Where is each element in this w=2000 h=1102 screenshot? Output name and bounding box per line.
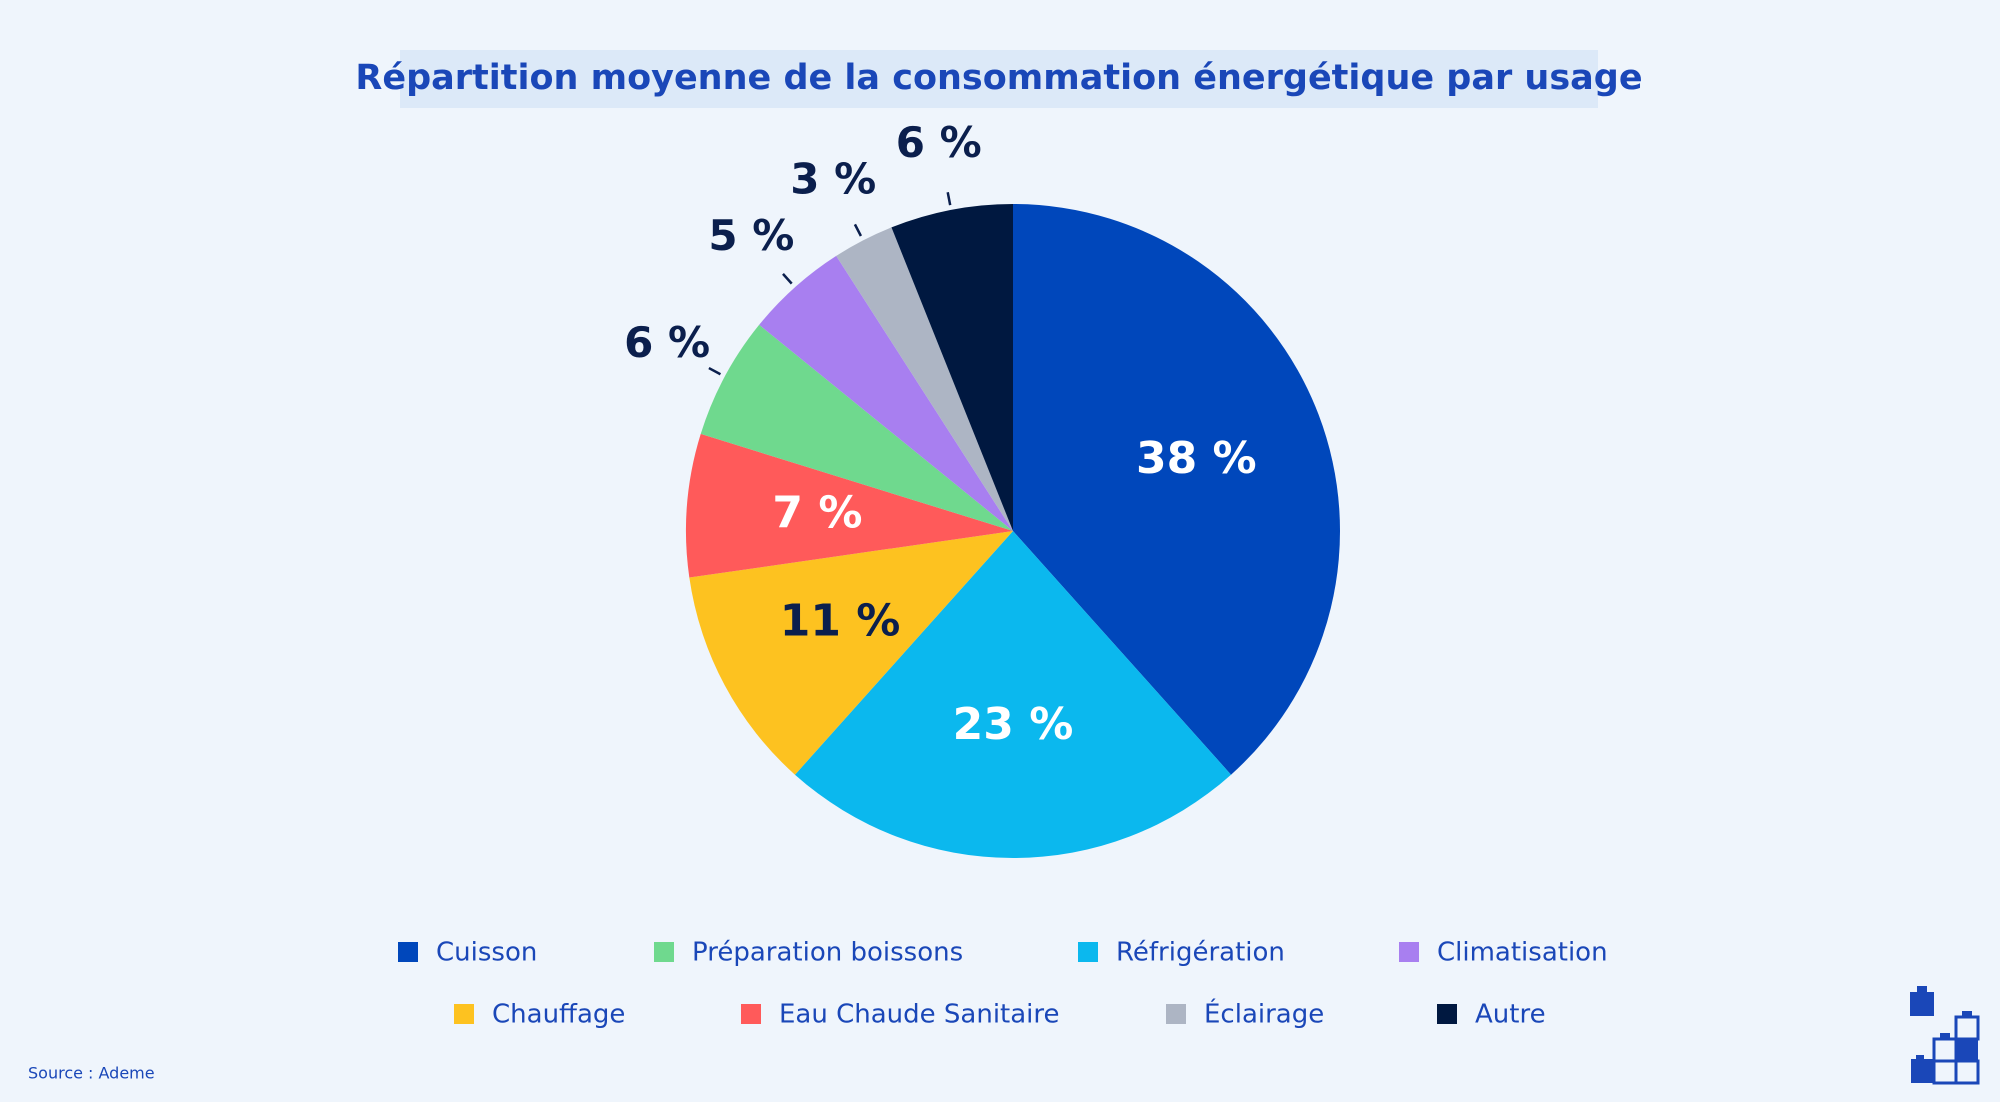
legend-label: Chauffage [492,1000,625,1030]
pie-slice [700,324,1013,531]
source: Source : Ademe [28,1064,155,1083]
legend-label: Éclairage [1204,998,1324,1030]
data-label: 5 % [708,211,794,260]
pie-slice [689,531,1013,775]
legend-swatch [654,942,674,962]
legend-label: Réfrigération [1116,938,1285,968]
legend-label: Climatisation [1437,938,1608,968]
legend-swatch [1166,1004,1186,1024]
pie-slice [685,433,1013,578]
title-box [400,50,1598,108]
legend-swatch [454,1004,474,1024]
data-label: 23 % [953,699,1074,750]
pie-slice [759,255,1013,531]
data-label: 11 % [780,596,901,647]
data-label: 7 % [772,487,862,538]
chart-title: Répartition moyenne de la consommation é… [355,58,1642,98]
leader-line [708,366,722,376]
data-label: 38 % [1136,433,1257,484]
legend-swatch [1399,942,1419,962]
pie-slice [794,531,1232,858]
data-label: 6 % [624,318,710,367]
leader-line [946,192,952,206]
logo [1910,986,1980,1085]
legend-label: Cuisson [436,938,537,968]
legend-label: Préparation boissons [692,938,963,968]
legend-label: Autre [1475,1000,1546,1030]
pie-slice [836,227,1013,531]
pie-slice [891,204,1013,531]
legend-swatch [1437,1004,1457,1024]
pie-slice [1013,204,1340,775]
data-label: 6 % [896,118,982,167]
legend-swatch [741,1004,761,1024]
leader-line [782,273,793,285]
legend-label: Eau Chaude Sanitaire [779,1000,1060,1030]
legend-swatch [1078,942,1098,962]
legend-swatch [398,942,418,962]
data-label: 3 % [790,155,876,204]
leader-line [853,223,863,237]
